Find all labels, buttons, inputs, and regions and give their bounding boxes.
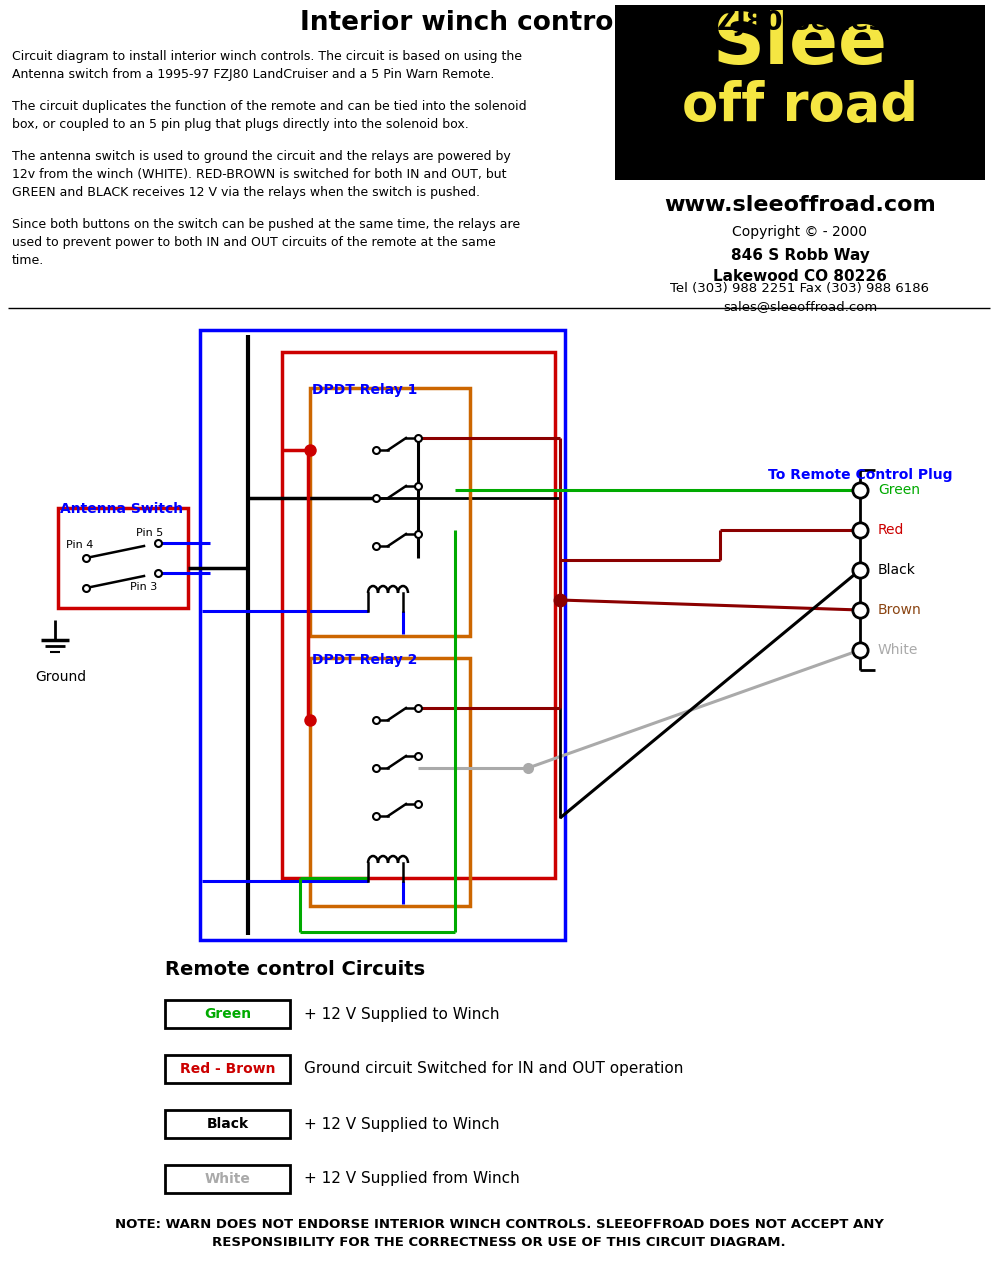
Text: White: White [878,643,918,657]
Bar [615,5,985,180]
Text: White: White [205,1172,250,1187]
Text: Brown: Brown [878,603,922,617]
Text: DPDT Relay 2: DPDT Relay 2 [312,653,417,667]
Text: Green: Green [878,483,920,497]
Text: Ground circuit Switched for IN and OUT operation: Ground circuit Switched for IN and OUT o… [304,1061,684,1076]
Text: NOTE: WARN DOES NOT ENDORSE INTERIOR WINCH CONTROLS. SLEEOFFROAD DOES NOT ACCEPT: NOTE: WARN DOES NOT ENDORSE INTERIOR WIN… [115,1219,883,1249]
Text: Antenna Switch: Antenna Switch [60,502,183,516]
Text: Black: Black [878,563,916,577]
Text: www.sleeoffroad.com: www.sleeoffroad.com [664,195,936,215]
Text: 846 S Robb Way
Lakewood CO 80226: 846 S Robb Way Lakewood CO 80226 [713,248,887,284]
Text: The antenna switch is used to ground the circuit and the relays are powered by
1: The antenna switch is used to ground the… [12,150,511,198]
Text: Ground: Ground [35,669,86,684]
Text: + 12 V Supplied to Winch: + 12 V Supplied to Winch [304,1006,500,1021]
Text: Black: Black [207,1117,249,1132]
Bar [310,388,470,636]
Bar [200,330,565,940]
Text: + 12 V Supplied from Winch: + 12 V Supplied from Winch [304,1171,520,1187]
Text: Pin 5: Pin 5 [136,527,164,538]
Text: Remote control Circuits: Remote control Circuits [165,960,425,979]
Bar [282,352,555,878]
Bar [165,1055,290,1083]
Text: Interior winch controls for FZJ80 Series: Interior winch controls for FZJ80 Series [300,10,884,36]
Text: Tel (303) 988 2251 Fax (303) 988 6186
sales@sleeoffroad.com: Tel (303) 988 2251 Fax (303) 988 6186 sa… [671,282,929,314]
Text: Slee: Slee [713,10,887,79]
Bar [310,658,470,906]
Text: off road: off road [682,79,918,132]
Text: Red: Red [878,524,904,538]
Bar [165,1165,290,1193]
Bar [165,1000,290,1028]
Text: The circuit duplicates the function of the remote and can be tied into the solen: The circuit duplicates the function of t… [12,100,527,131]
Text: Pin 3: Pin 3 [130,582,158,591]
Text: To Remote Control Plug: To Remote Control Plug [767,468,952,483]
Bar [165,1110,290,1138]
Bar [58,508,188,608]
Text: Red - Brown: Red - Brown [180,1062,275,1076]
Text: Copyright © - 2000: Copyright © - 2000 [733,225,867,239]
Text: + 12 V Supplied to Winch: + 12 V Supplied to Winch [304,1116,500,1132]
Text: Since both buttons on the switch can be pushed at the same time, the relays are
: Since both buttons on the switch can be … [12,218,520,268]
Text: DPDT Relay 1: DPDT Relay 1 [312,383,417,397]
Text: Green: Green [204,1007,251,1021]
Text: Pin 4: Pin 4 [66,540,94,550]
Text: Circuit diagram to install interior winch controls. The circuit is based on usin: Circuit diagram to install interior winc… [12,50,522,81]
